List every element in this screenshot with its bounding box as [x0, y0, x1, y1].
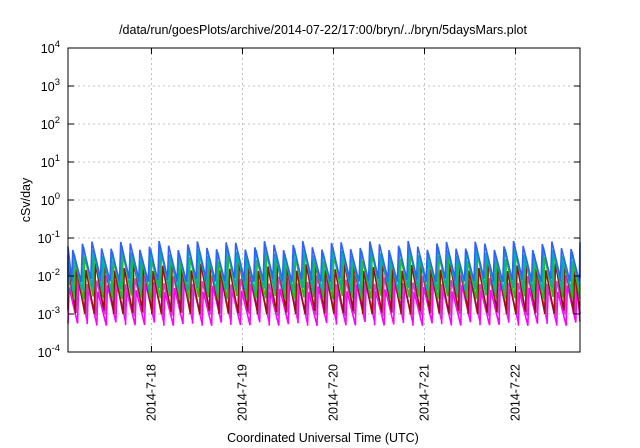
x-axis-label: Coordinated Universal Time (UTC) — [227, 431, 419, 445]
x-tick-label: 2014-7-18 — [144, 364, 158, 421]
series-line — [67, 252, 581, 300]
series-line — [67, 282, 581, 326]
series-line — [67, 246, 581, 292]
y-tick-label: 10-1 — [38, 229, 60, 246]
y-tick-label: 10-2 — [38, 267, 60, 284]
y-tick-label: 103 — [41, 77, 60, 94]
x-tick-labels: 2014-7-18 2014-7-19 2014-7-20 2014-7-21 2014… — [144, 364, 522, 421]
series-line — [67, 275, 581, 317]
y-tick-label: 10-3 — [38, 305, 60, 322]
x-tick-label: 2014-7-22 — [509, 364, 523, 421]
x-tick-label: 2014-7-20 — [326, 364, 340, 421]
y-axis-label: cSv/day — [19, 177, 33, 222]
y-tick-label: 101 — [41, 153, 60, 170]
y-tick-label: 104 — [41, 39, 60, 56]
y-tick-label: 102 — [41, 115, 60, 132]
y-tick-label: 10-4 — [38, 343, 60, 360]
x-tick-label: 2014-7-19 — [235, 364, 249, 421]
x-tick-label: 2014-7-21 — [418, 364, 432, 421]
axis-ticks — [68, 47, 580, 353]
y-tick-label: 100 — [41, 191, 60, 208]
series-line — [67, 261, 581, 315]
series-group — [67, 240, 581, 326]
y-tick-labels: 10-4 10-3 10-2 10-1 100 101 102 103 104 — [38, 39, 60, 360]
series-line — [67, 240, 581, 283]
chart-title: /data/run/goesPlots/archive/2014-07-22/1… — [119, 23, 527, 37]
